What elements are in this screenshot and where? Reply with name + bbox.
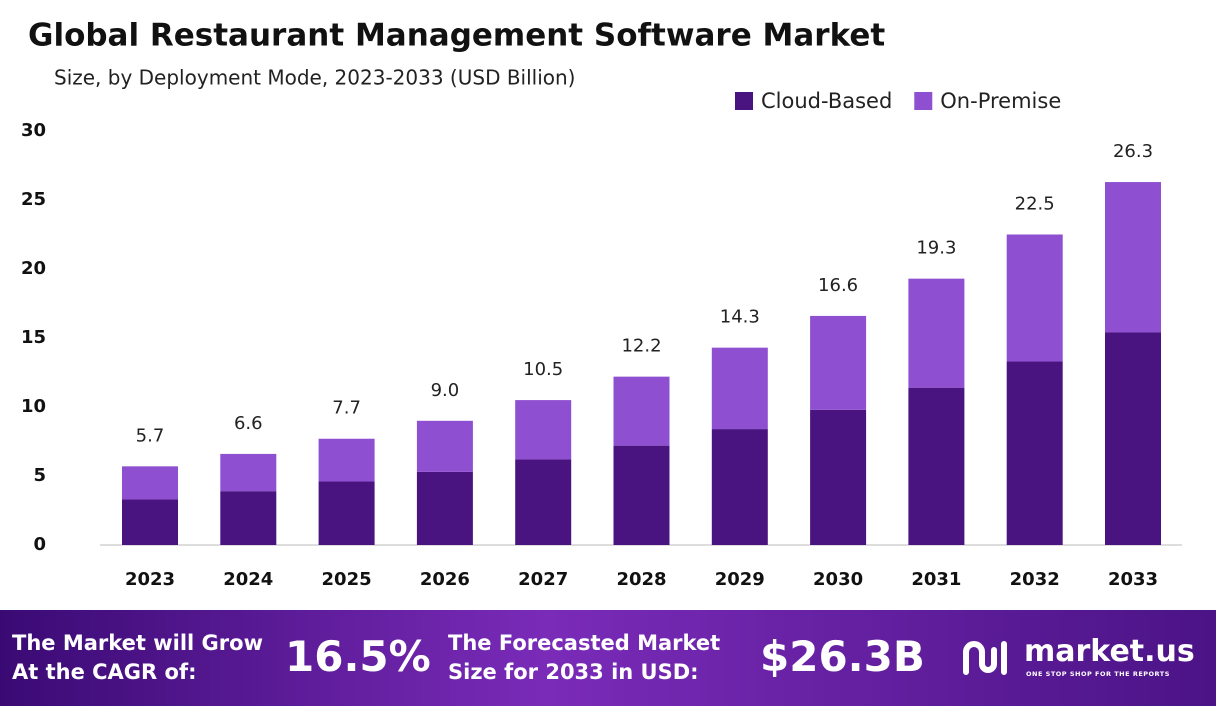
bar-segment [810, 409, 867, 545]
legend-label: On-Premise [940, 89, 1061, 113]
x-tick-label: 2025 [322, 569, 372, 590]
logo-text: market.us [1024, 634, 1195, 669]
bar-segment [908, 387, 965, 545]
bar-segment [318, 481, 375, 545]
x-tick-label: 2027 [518, 569, 568, 590]
bar-segment [711, 347, 768, 430]
x-tick-label: 2026 [420, 569, 470, 590]
y-tick-label: 15 [21, 327, 46, 348]
bar-segment [810, 315, 867, 410]
y-tick-label: 20 [21, 258, 46, 279]
bar-segment [613, 445, 670, 545]
x-tick-label: 2028 [616, 569, 666, 590]
forecast-label-line: The Forecasted Market [448, 631, 721, 655]
total-label: 7.7 [332, 398, 361, 419]
bar-segment [318, 438, 375, 482]
bar-segment [908, 278, 965, 388]
logo-tagline: ONE STOP SHOP FOR THE REPORTS [1026, 670, 1170, 678]
bar-segment [220, 491, 277, 545]
x-tick-label: 2031 [911, 569, 961, 590]
legend-swatch [735, 92, 753, 110]
bar-segment [220, 453, 277, 492]
bar-segment [1105, 182, 1161, 333]
total-label: 26.3 [1113, 141, 1153, 162]
bar-segment [515, 459, 572, 545]
cagr-label-line: At the CAGR of: [12, 660, 197, 684]
bar-segment [1105, 332, 1161, 545]
total-label: 12.2 [621, 336, 661, 357]
cagr-value: 16.5% [285, 632, 431, 681]
total-label: 9.0 [431, 380, 460, 401]
chart: Global Restaurant Management Software Ma… [21, 18, 1182, 590]
logo-icon [963, 641, 1007, 675]
bar-segment [613, 376, 670, 446]
footer-banner: The Market will Grow At the CAGR of: 16.… [0, 610, 1216, 706]
bar-segment [122, 466, 178, 500]
bar-segment [1006, 234, 1063, 362]
total-label: 14.3 [720, 307, 760, 328]
total-label: 5.7 [136, 425, 165, 446]
bar-segment [711, 429, 768, 545]
cagr-label: The Market will Grow At the CAGR of: [12, 629, 263, 687]
y-tick-label: 0 [33, 534, 46, 555]
chart-subtitle: Size, by Deployment Mode, 2023-2033 (USD… [54, 66, 575, 90]
y-tick-label: 10 [21, 396, 46, 417]
bar-segment [1006, 361, 1063, 545]
y-tick-label: 30 [21, 120, 46, 141]
total-label: 16.6 [818, 275, 858, 296]
y-tick-label: 25 [21, 189, 46, 210]
x-tick-label: 2029 [715, 569, 765, 590]
bar-segment [416, 420, 473, 472]
forecast-label: The Forecasted Market Size for 2033 in U… [448, 629, 720, 687]
x-tick-label: 2032 [1010, 569, 1060, 590]
legend-label: Cloud-Based [761, 89, 892, 113]
bar-segment [122, 499, 178, 545]
x-tick-label: 2024 [223, 569, 273, 590]
bar-segment [416, 471, 473, 545]
y-tick-label: 5 [33, 465, 46, 486]
chart-title: Global Restaurant Management Software Ma… [28, 18, 885, 54]
bar-segment [515, 400, 572, 460]
cagr-label-line: The Market will Grow [12, 631, 263, 655]
total-label: 10.5 [523, 359, 563, 380]
total-label: 19.3 [916, 238, 956, 259]
forecast-value: $26.3B [760, 632, 925, 681]
total-label: 6.6 [234, 413, 263, 434]
x-tick-label: 2033 [1108, 569, 1158, 590]
legend-swatch [914, 92, 933, 110]
x-tick-label: 2023 [125, 569, 175, 590]
total-label: 22.5 [1015, 194, 1055, 215]
x-tick-label: 2030 [813, 569, 863, 590]
forecast-label-line: Size for 2033 in USD: [448, 660, 699, 684]
